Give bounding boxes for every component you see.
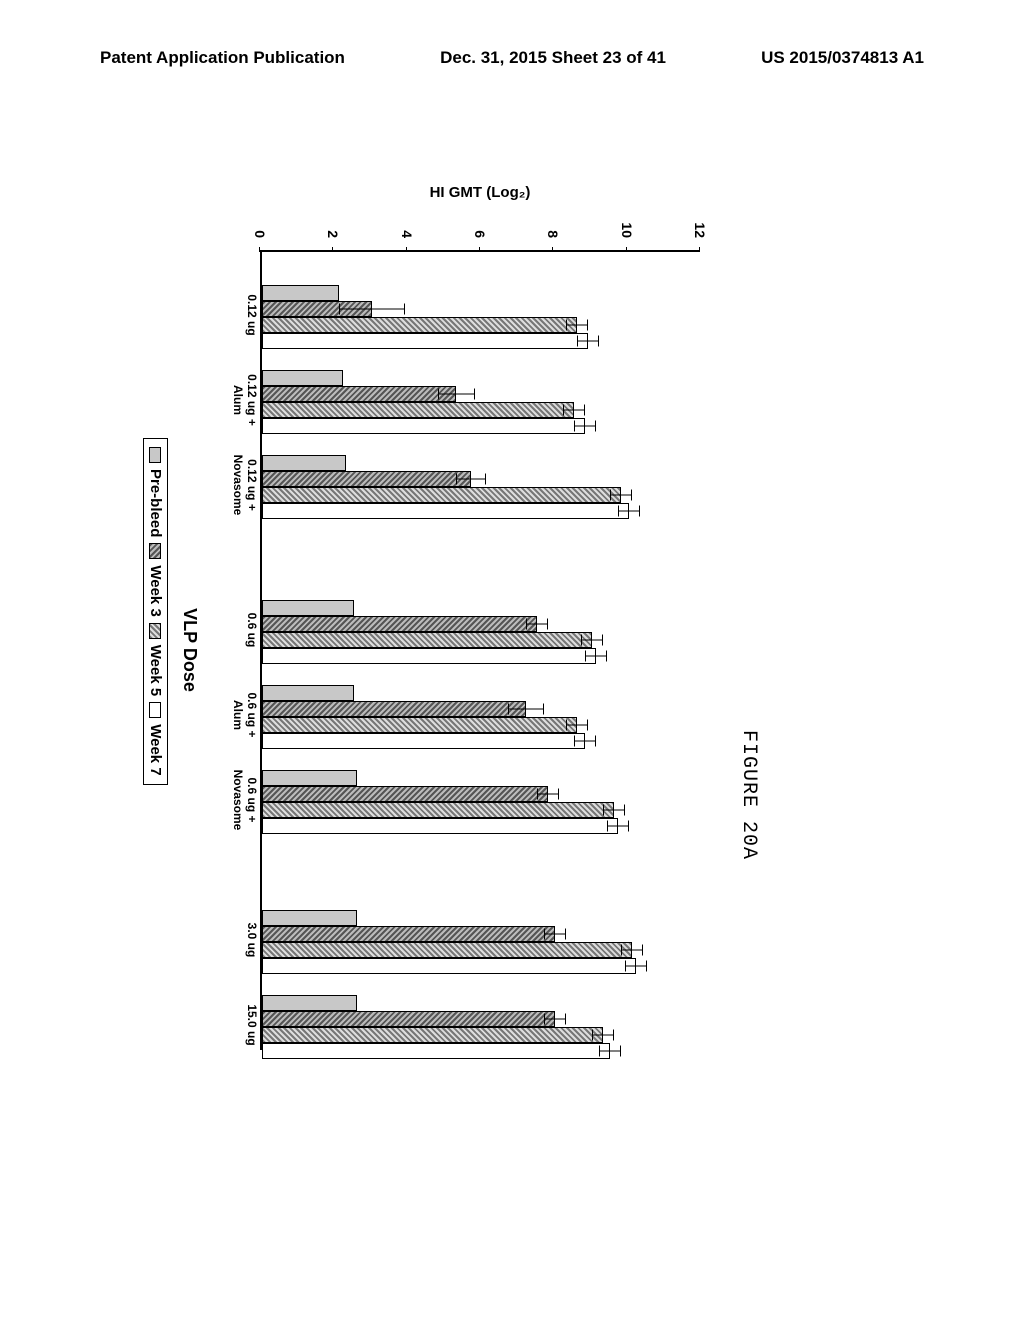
error-bar [566, 325, 588, 326]
bar [262, 733, 585, 749]
error-bar [574, 426, 596, 427]
bar [262, 616, 537, 632]
y-tick-label: 10 [619, 222, 635, 238]
legend-label: Pre-bleed [147, 469, 164, 537]
bar [262, 503, 629, 519]
x-tick-label: 0.6 ug [244, 585, 258, 675]
error-bar [544, 934, 566, 935]
bar [262, 802, 614, 818]
plot-area [260, 250, 700, 1050]
x-axis-title: VLP Dose [179, 250, 200, 1050]
error-bar [607, 826, 629, 827]
bar [262, 402, 574, 418]
bar [262, 487, 621, 503]
x-tick-labels: 0.12 ug0.12 ug +Alum0.12 ug +Novasome 0.6… [198, 250, 258, 1050]
bar [262, 770, 357, 786]
error-bar [625, 966, 647, 967]
x-tick-label: 3.0 ug [244, 895, 258, 985]
x-tick-label: 0.12 ug +Alum [230, 355, 258, 445]
bar [262, 701, 526, 717]
y-tick-label: 6 [472, 230, 488, 238]
error-bar [456, 479, 485, 480]
bar [262, 386, 456, 402]
y-tick-label: 4 [399, 230, 415, 238]
bar [262, 942, 632, 958]
y-tick-label: 0 [252, 230, 268, 238]
bar [262, 818, 618, 834]
bar [262, 1043, 610, 1059]
bar [262, 632, 592, 648]
bar [262, 648, 596, 664]
error-bar [581, 640, 603, 641]
bar [262, 958, 636, 974]
bar [262, 317, 577, 333]
x-tick-label: 15.0 ug [244, 980, 258, 1070]
bar [262, 786, 548, 802]
bar [262, 717, 577, 733]
figure-caption: FIGURE 20A [737, 730, 760, 860]
error-bar [574, 741, 596, 742]
error-bar [592, 1035, 614, 1036]
error-bar [585, 656, 607, 657]
legend-swatch [150, 447, 162, 463]
x-tick-label: 0.6 ug +Alum [230, 670, 258, 760]
bar [262, 600, 354, 616]
legend: Pre-bleed Week 3 Week 5 Week 7 [143, 438, 168, 785]
error-bar [599, 1051, 621, 1052]
bar [262, 370, 343, 386]
error-bar [621, 950, 643, 951]
page-header: Patent Application Publication Dec. 31, … [0, 48, 1024, 68]
bar [262, 471, 471, 487]
y-tick-label: 2 [325, 230, 341, 238]
header-left: Patent Application Publication [100, 48, 345, 68]
bar [262, 685, 354, 701]
error-bar [603, 810, 625, 811]
legend-swatch [150, 702, 162, 718]
bar [262, 995, 357, 1011]
figure-container: HI GMT (Log₂) 024681012 0.12 ug0.12 ug +… [140, 190, 710, 1090]
bar [262, 910, 357, 926]
y-ticks: 024681012 [260, 190, 700, 244]
bar [262, 1027, 603, 1043]
error-bar [339, 309, 405, 310]
header-center: Dec. 31, 2015 Sheet 23 of 41 [440, 48, 666, 68]
y-tick-label: 12 [692, 222, 708, 238]
legend-swatch [150, 623, 162, 639]
header-right: US 2015/0374813 A1 [761, 48, 924, 68]
bar [262, 455, 346, 471]
x-tick-label: 0.12 ug [244, 270, 258, 360]
error-bar [508, 709, 545, 710]
legend-label: Week 3 [147, 565, 164, 616]
error-bar [526, 624, 548, 625]
legend-swatch [150, 543, 162, 559]
y-tick-label: 8 [545, 230, 561, 238]
error-bar [618, 511, 640, 512]
error-bar [566, 725, 588, 726]
error-bar [610, 495, 632, 496]
error-bar [438, 394, 475, 395]
bar [262, 418, 585, 434]
x-tick-label: 0.12 ug +Novasome [230, 440, 258, 530]
error-bar [544, 1019, 566, 1020]
error-bar [577, 341, 599, 342]
error-bar [563, 410, 585, 411]
legend-label: Week 5 [147, 645, 164, 696]
bar [262, 285, 339, 301]
bar [262, 926, 555, 942]
legend-label: Week 7 [147, 724, 164, 775]
bar [262, 1011, 555, 1027]
error-bar [537, 794, 559, 795]
bar [262, 333, 588, 349]
chart: HI GMT (Log₂) 024681012 0.12 ug0.12 ug +… [140, 190, 710, 1090]
x-tick-label: 0.6 ug +Novasome [230, 755, 258, 845]
